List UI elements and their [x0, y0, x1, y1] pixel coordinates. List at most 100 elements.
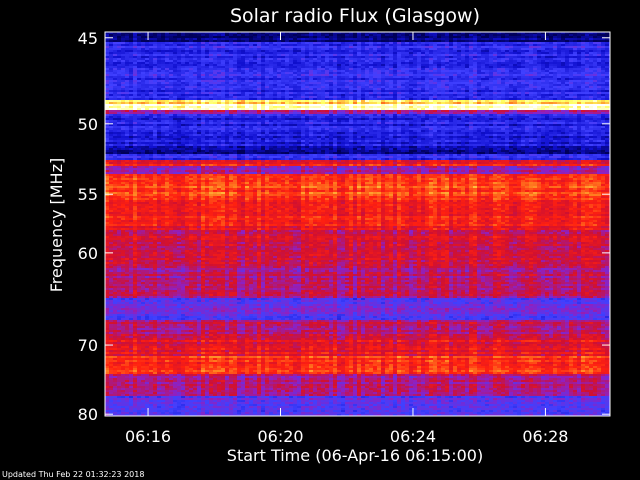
heatmap-cell-r21-c89 [461, 74, 466, 77]
heatmap-cell-r36-c118 [577, 104, 582, 107]
heatmap-cell-r24-c119 [581, 80, 586, 83]
heatmap-cell-r6-c54 [321, 44, 326, 47]
heatmap-cell-r31-c125 [605, 94, 610, 97]
heatmap-cell-r24-c75 [405, 80, 410, 83]
heatmap-cell-r8-c117 [573, 48, 578, 51]
heatmap-cell-r20-c16 [169, 72, 174, 75]
heatmap-cell-r12-c73 [397, 56, 402, 59]
heatmap-cell-r2-c119 [581, 36, 586, 39]
heatmap-cell-r35-c72 [393, 102, 398, 105]
heatmap-cell-r5-c86 [449, 42, 454, 45]
heatmap-cell-r19-c63 [357, 70, 362, 73]
heatmap-cell-r15-c71 [389, 62, 394, 65]
heatmap-cell-r9-c63 [357, 50, 362, 53]
heatmap-cell-r24-c94 [481, 80, 486, 83]
heatmap-cell-r18-c65 [365, 68, 370, 71]
heatmap-cell-r7-c78 [417, 46, 422, 49]
heatmap-cell-r25-c60 [345, 82, 350, 85]
heatmap-cell-r29-c43 [277, 90, 282, 93]
heatmap-cell-r12-c51 [309, 56, 314, 59]
heatmap-cell-r26-c32 [233, 84, 238, 87]
heatmap-cell-r6-c44 [281, 44, 286, 47]
heatmap-cell-r38-c52 [313, 108, 318, 111]
heatmap-cell-r11-c109 [541, 54, 546, 57]
heatmap-cell-r14-c110 [545, 60, 550, 63]
heatmap-cell-r2-c76 [409, 36, 414, 39]
heatmap-cell-r21-c119 [581, 74, 586, 77]
heatmap-cell-r35-c46 [289, 102, 294, 105]
heatmap-cell-r25-c106 [529, 82, 534, 85]
heatmap-cell-r37-c113 [557, 106, 562, 109]
heatmap-cell-r33-c14 [161, 98, 166, 101]
heatmap-cell-r28-c4 [121, 88, 126, 91]
heatmap-cell-r32-c91 [469, 96, 474, 99]
heatmap-cell-r0-c37 [253, 32, 258, 35]
heatmap-cell-r32-c15 [165, 96, 170, 99]
heatmap-cell-r9-c50 [305, 50, 310, 53]
heatmap-cell-r2-c55 [325, 36, 330, 39]
heatmap-cell-r19-c61 [349, 70, 354, 73]
heatmap-cell-r4-c19 [181, 40, 186, 43]
heatmap-cell-r38-c61 [349, 108, 354, 111]
heatmap-cell-r12-c89 [461, 56, 466, 59]
heatmap-cell-r3-c58 [337, 38, 342, 41]
heatmap-cell-r3-c88 [457, 38, 462, 41]
heatmap-cell-r32-c23 [197, 96, 202, 99]
heatmap-cell-r23-c74 [401, 78, 406, 81]
heatmap-cell-r19-c27 [213, 70, 218, 73]
heatmap-cell-r6-c66 [369, 44, 374, 47]
heatmap-cell-r8-c58 [337, 48, 342, 51]
heatmap-cell-r22-c6 [129, 76, 134, 79]
heatmap-cell-r6-c56 [329, 44, 334, 47]
heatmap-cell-r32-c0 [105, 96, 110, 99]
heatmap-cell-r1-c34 [241, 34, 246, 37]
heatmap-cell-r32-c103 [517, 96, 522, 99]
heatmap-cell-r33-c62 [353, 98, 358, 101]
heatmap-cell-r12-c32 [233, 56, 238, 59]
heatmap-cell-r5-c63 [357, 42, 362, 45]
heatmap-cell-r15-c101 [509, 62, 514, 65]
heatmap-cell-r14-c54 [321, 60, 326, 63]
heatmap-cell-r26-c71 [389, 84, 394, 87]
heatmap-cell-r1-c31 [229, 34, 234, 37]
heatmap-cell-r28-c46 [289, 88, 294, 91]
heatmap-cell-r35-c83 [437, 102, 442, 105]
heatmap-cell-r31-c95 [485, 94, 490, 97]
heatmap-cell-r1-c53 [317, 34, 322, 37]
heatmap-cell-r37-c8 [137, 106, 142, 109]
heatmap-cell-r8-c120 [585, 48, 590, 51]
heatmap-cell-r28-c61 [349, 88, 354, 91]
heatmap-cell-r1-c11 [149, 34, 154, 37]
heatmap-cell-r24-c89 [461, 80, 466, 83]
heatmap-cell-r15-c79 [421, 62, 426, 65]
heatmap-cell-r10-c36 [249, 52, 254, 55]
heatmap-cell-r0-c51 [309, 32, 314, 35]
heatmap-cell-r37-c70 [385, 106, 390, 109]
heatmap-cell-r31-c94 [481, 94, 486, 97]
heatmap-cell-r5-c69 [381, 42, 386, 45]
heatmap-cell-r39-c4 [121, 110, 126, 113]
heatmap-cell-r38-c80 [425, 108, 430, 111]
heatmap-cell-r9-c124 [601, 50, 606, 53]
heatmap-cell-r31-c9 [141, 94, 146, 97]
heatmap-cell-r31-c93 [477, 94, 482, 97]
heatmap-cell-r36-c94 [481, 104, 486, 107]
heatmap-cell-r39-c35 [245, 110, 250, 113]
heatmap-cell-r18-c46 [289, 68, 294, 71]
heatmap-cell-r23-c24 [201, 78, 206, 81]
heatmap-cell-r9-c85 [445, 50, 450, 53]
heatmap-cell-r24-c53 [317, 80, 322, 83]
heatmap-cell-r36-c3 [117, 104, 122, 107]
heatmap-cell-r6-c16 [169, 44, 174, 47]
heatmap-cell-r23-c56 [329, 78, 334, 81]
heatmap-cell-r24-c6 [129, 80, 134, 83]
heatmap-cell-r1-c65 [365, 34, 370, 37]
heatmap-cell-r11-c5 [125, 54, 130, 57]
heatmap-cell-r12-c117 [573, 56, 578, 59]
heatmap-cell-r29-c102 [513, 90, 518, 93]
heatmap-cell-r32-c94 [481, 96, 486, 99]
heatmap-cell-r10-c107 [533, 52, 538, 55]
heatmap-cell-r29-c23 [197, 90, 202, 93]
heatmap-cell-r1-c25 [205, 34, 210, 37]
heatmap-cell-r33-c89 [461, 98, 466, 101]
